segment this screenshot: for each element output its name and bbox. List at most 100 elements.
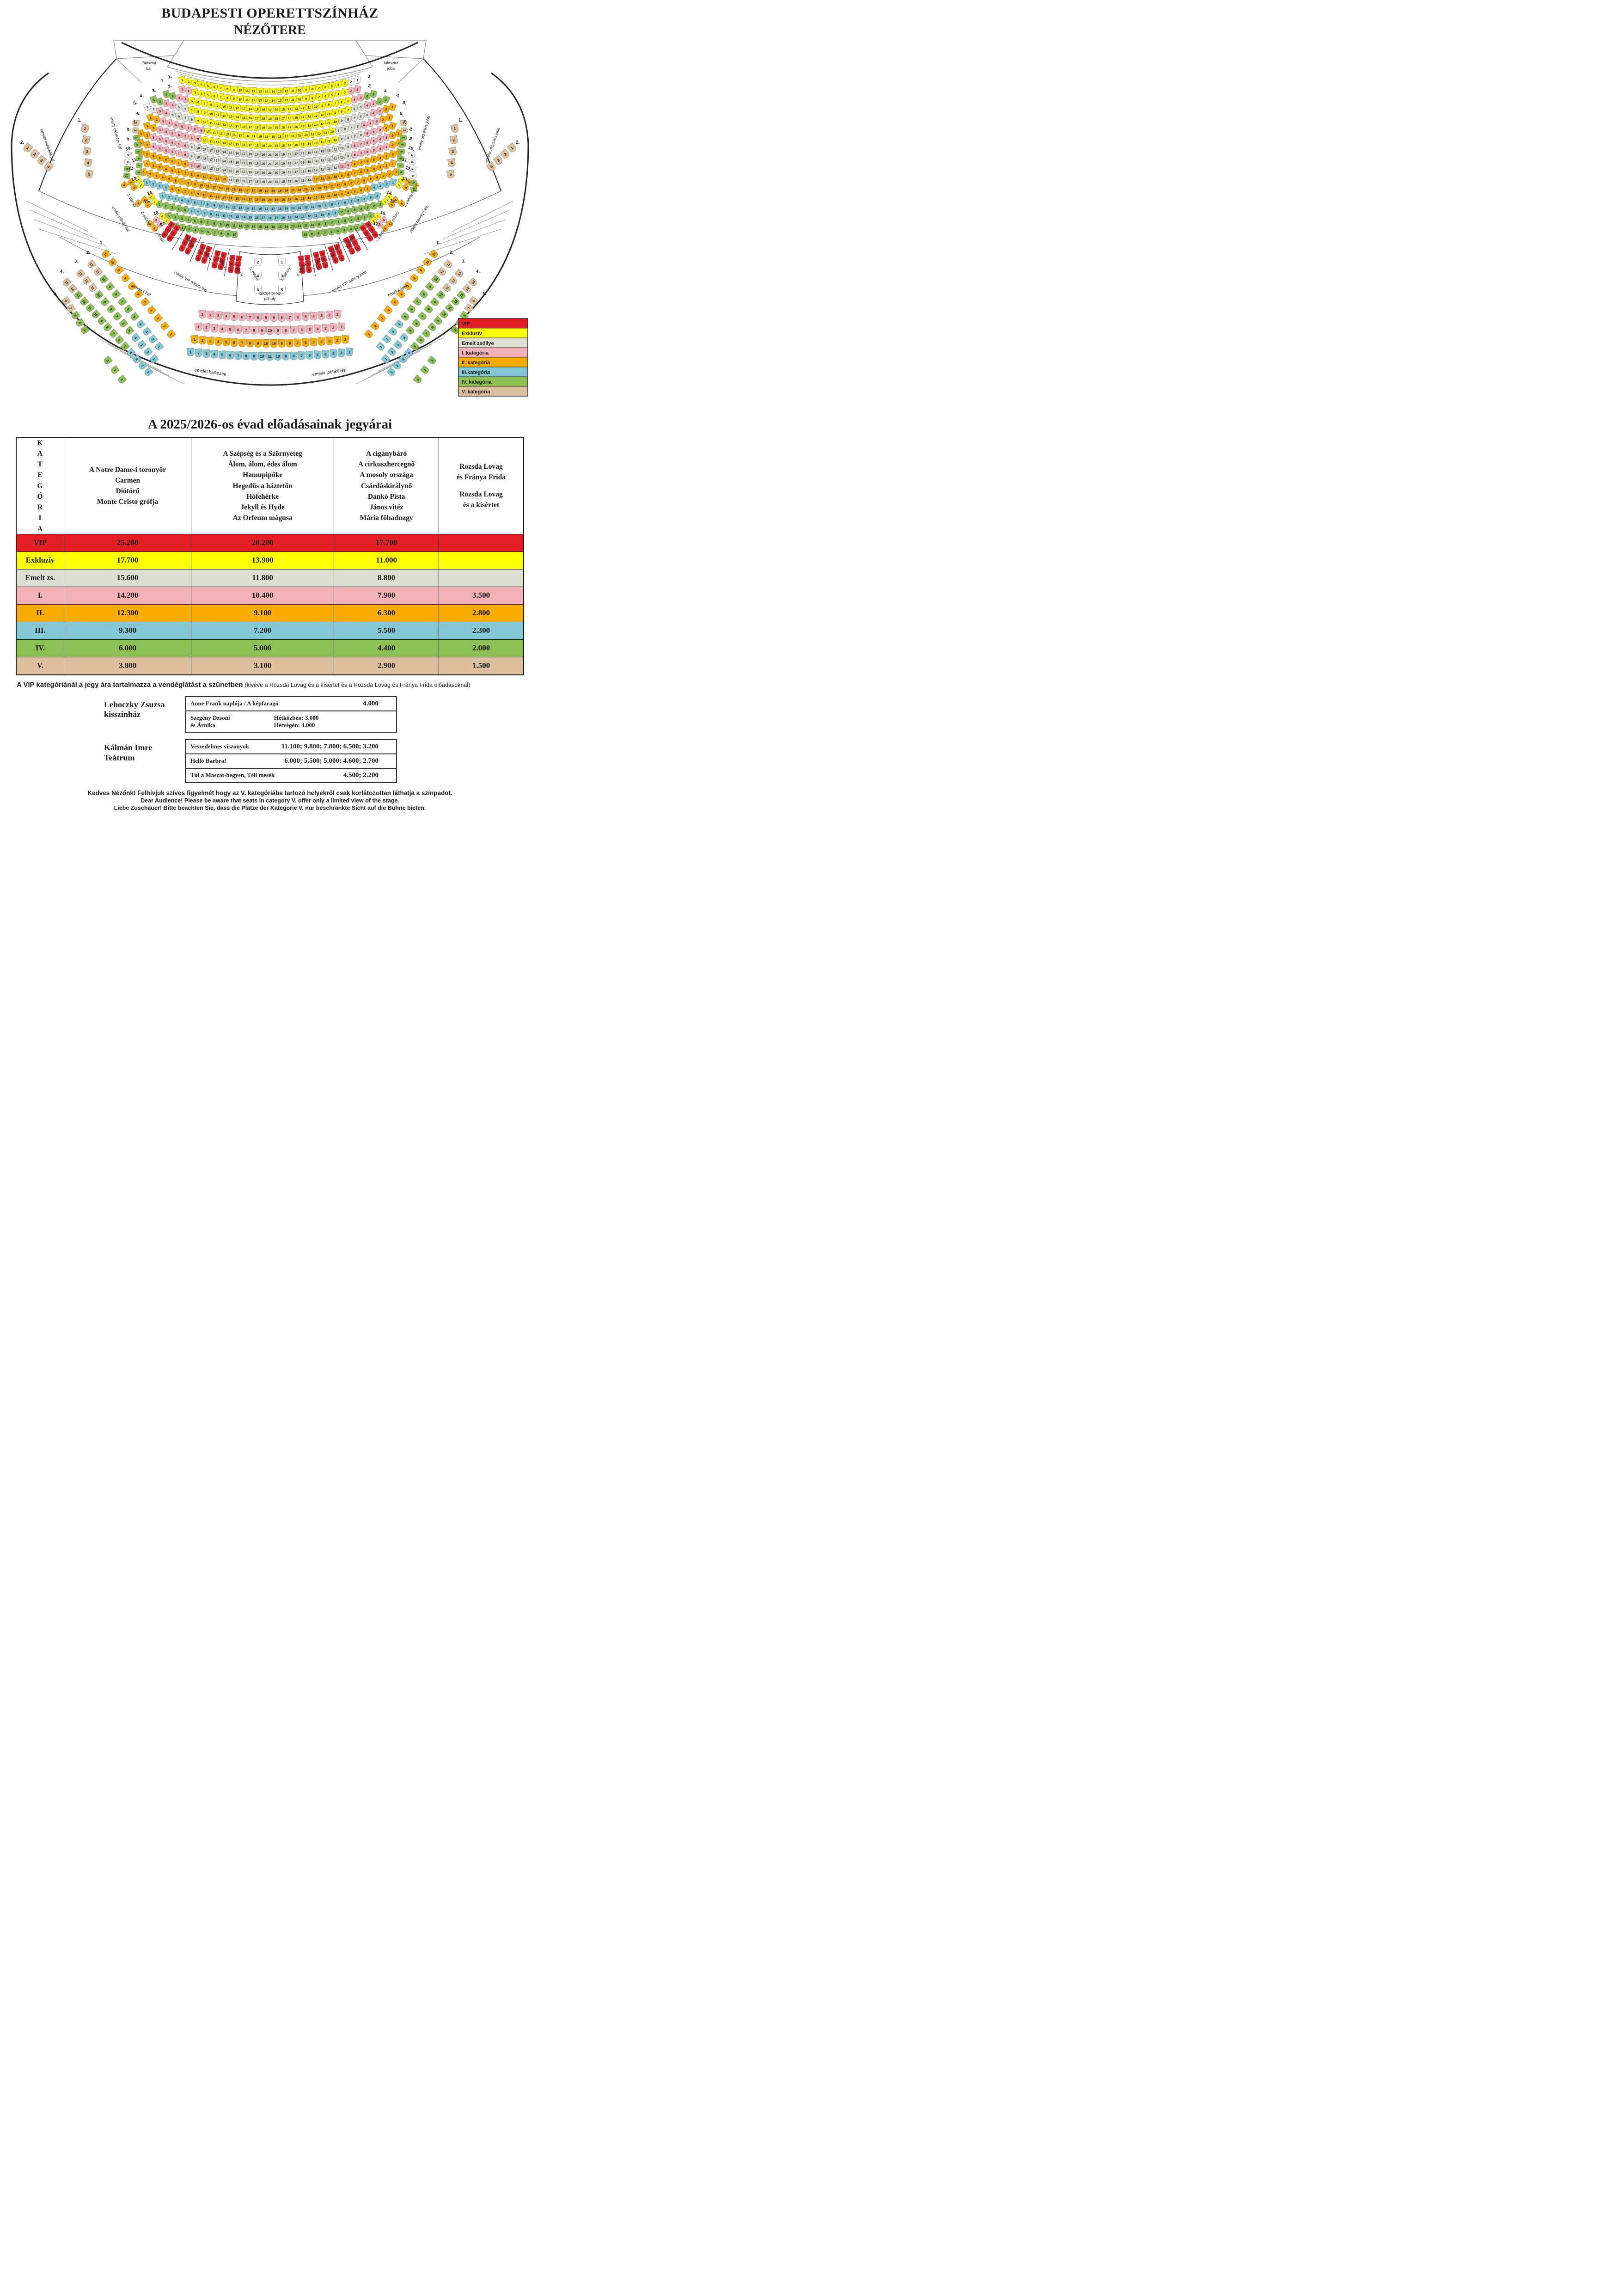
seat[interactable]: 16 [263,223,270,230]
seat[interactable]: 10 [422,257,433,267]
seat[interactable]: 20 [267,141,273,149]
seat[interactable]: 3 [185,224,192,233]
seat[interactable]: 12 [214,119,221,128]
seat[interactable]: 7 [294,338,302,347]
seat[interactable]: 4 [399,141,406,148]
seat[interactable]: 14 [247,105,254,113]
seat[interactable]: 3 [318,311,326,320]
seat[interactable]: 3 [354,214,362,222]
seat[interactable]: 12 [319,138,326,146]
seat[interactable]: 5 [398,148,405,155]
seat[interactable]: 19 [270,133,276,140]
seat[interactable]: 1 [186,347,195,356]
seat[interactable]: 3 [376,125,384,134]
seat[interactable]: 7 [112,311,122,321]
seat[interactable]: 11 [201,163,208,171]
seat[interactable]: 17 [293,159,300,166]
seat[interactable]: 20 [270,187,276,194]
seat[interactable]: 2 [134,176,142,184]
seat[interactable]: 3 [330,349,337,358]
seat[interactable]: 13 [454,268,464,278]
seat[interactable]: 12 [325,146,333,154]
seat[interactable]: 13 [220,193,227,201]
seat[interactable]: 13 [299,212,306,220]
seat[interactable]: 12 [319,174,326,182]
seat[interactable]: 2 [370,201,378,210]
seat[interactable]: 3 [155,181,163,190]
seat[interactable]: 15 [247,213,254,221]
seat[interactable]: 4 [314,324,322,333]
seat[interactable]: 8 [188,188,195,196]
seat[interactable]: 12 [306,212,313,220]
seat[interactable]: 6 [364,147,372,156]
seat[interactable]: 7 [211,228,219,236]
seat[interactable]: 7 [194,208,202,216]
seat[interactable]: 7 [316,92,323,101]
seat[interactable]: 7 [197,199,205,207]
seat[interactable]: 4 [210,349,218,359]
seat[interactable]: 15 [299,176,306,184]
seat[interactable]: 1 [364,329,374,338]
seat[interactable]: 2 [160,321,170,331]
seat[interactable]: 6 [358,186,365,194]
seat[interactable]: 5 [370,136,378,145]
seat[interactable]: 7 [351,187,359,195]
seat[interactable]: 13 [316,184,323,191]
seat[interactable]: 18 [286,150,293,158]
seat[interactable]: 5 [335,227,342,235]
seat[interactable]: 17 [240,168,247,175]
seat[interactable]: 3 [387,200,396,208]
seat[interactable]: 1 [194,322,202,331]
seat[interactable]: 9 [194,190,202,197]
seat[interactable]: 12 [325,164,333,172]
seat[interactable]: 17 [260,214,267,221]
seat[interactable]: 13 [312,120,319,129]
seat[interactable]: 6 [195,254,202,262]
seat[interactable]: 9 [282,351,290,361]
seat[interactable]: 6 [147,220,154,228]
seat[interactable]: 4 [370,127,378,135]
seat[interactable]: 4 [404,348,414,357]
seat[interactable]: 5 [302,312,310,321]
seat[interactable]: 2 [420,365,430,374]
seat[interactable]: 9 [188,142,196,151]
seat[interactable]: 16 [237,185,244,193]
seat[interactable]: 13 [220,120,227,129]
seat[interactable]: 8 [278,313,286,322]
seat[interactable]: 5 [120,180,129,189]
seat[interactable]: 11 [289,96,296,104]
seat[interactable]: 8 [210,219,218,227]
seat[interactable]: 8 [218,229,225,237]
seat[interactable]: 8 [181,141,189,149]
seat[interactable]: 4 [354,196,362,204]
seat[interactable]: 3 [364,203,372,211]
seat[interactable]: 13 [319,147,326,155]
seat[interactable]: 1 [389,159,397,168]
seat[interactable]: 3 [132,354,142,364]
seat[interactable]: 13 [312,139,319,147]
seat[interactable]: 7 [412,296,422,306]
seat[interactable]: 10 [332,172,339,180]
seat[interactable]: 4 [447,158,456,167]
seat[interactable]: 2 [382,104,391,113]
seat[interactable]: 3 [348,224,355,233]
seat[interactable]: 5 [351,205,359,214]
seat[interactable]: 6 [322,92,330,100]
seat[interactable]: 7 [181,132,189,140]
seat[interactable]: 4 [147,305,157,314]
seat[interactable]: 8 [201,208,208,217]
seat[interactable]: 1 [23,142,33,153]
seat[interactable]: 5 [360,120,368,129]
seat[interactable]: 14 [227,139,234,147]
seat[interactable]: 8 [191,125,199,133]
seat[interactable]: 1 [376,341,386,351]
seat[interactable]: 14 [306,176,313,184]
seat[interactable]: 6 [357,130,365,139]
seat[interactable]: 5 [363,110,372,119]
seat[interactable]: 9 [97,316,107,325]
seat[interactable]: 13 [257,87,263,95]
seat[interactable]: 16 [233,167,240,175]
seat[interactable]: 7 [175,140,183,148]
seat[interactable]: 12 [303,203,310,211]
seat[interactable]: 13 [244,222,250,230]
